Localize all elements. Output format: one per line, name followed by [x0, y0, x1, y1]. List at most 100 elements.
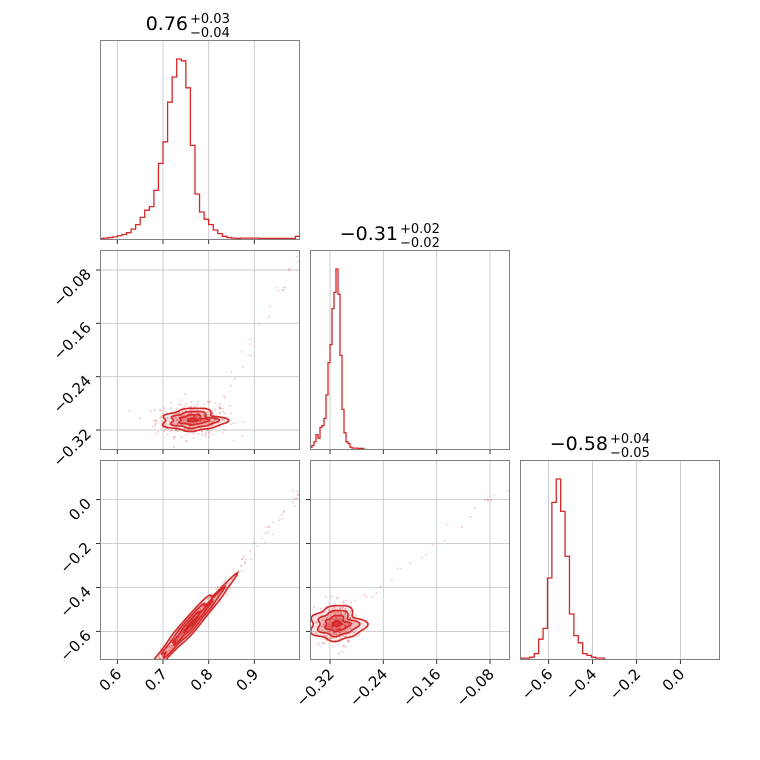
scatter-point — [161, 654, 164, 657]
scatter-point — [484, 499, 486, 502]
scatter-point — [322, 623, 325, 626]
scatter-point — [169, 406, 172, 409]
scatter-point — [342, 634, 345, 637]
scatter-point — [344, 624, 347, 627]
scatter-point — [268, 525, 271, 528]
scatter-point — [371, 595, 374, 598]
scatter-point — [337, 612, 339, 615]
scatter-point — [155, 419, 158, 422]
scatter-point — [342, 601, 345, 604]
x-tick-label: 0.0 — [659, 665, 689, 695]
scatter-point — [200, 419, 203, 421]
scatter-point — [175, 408, 178, 410]
panel-frame — [100, 250, 300, 450]
scatter-point — [337, 627, 339, 630]
scatter-point — [331, 626, 334, 629]
scatter-point — [330, 626, 333, 629]
scatter-point — [344, 618, 347, 621]
scatter-point — [186, 416, 189, 419]
scatter-point — [323, 634, 326, 637]
scatter-point — [173, 436, 175, 438]
scatter-point — [318, 642, 320, 645]
scatter-point — [295, 497, 298, 499]
scatter-point — [190, 412, 193, 414]
scatter-point — [461, 526, 464, 529]
scatter-point — [229, 405, 231, 407]
scatter-point — [165, 649, 167, 652]
scatter-point — [180, 633, 182, 636]
scatter-point — [333, 611, 336, 614]
scatter-point — [171, 646, 174, 648]
scatter-point — [219, 585, 222, 588]
scatter-point — [252, 542, 255, 544]
scatter-point — [224, 412, 226, 415]
scatter-point — [249, 343, 252, 346]
scatter-point — [152, 663, 154, 665]
scatter-point — [193, 415, 195, 417]
scatter-point — [335, 611, 338, 614]
scatter-point — [330, 636, 332, 639]
scatter-point — [396, 567, 399, 570]
scatter-point — [354, 599, 357, 602]
scatter-point — [203, 419, 206, 422]
scatter-point — [175, 416, 177, 418]
scatter-point — [218, 411, 221, 414]
scatter-point — [193, 415, 196, 418]
scatter-point — [202, 412, 205, 415]
scatter-point — [347, 639, 350, 641]
scatter-point — [328, 602, 331, 605]
scatter-point — [180, 415, 183, 417]
scatter-point — [213, 419, 216, 422]
scatter-point — [174, 428, 177, 431]
y-tick-label: 0.0 — [65, 495, 95, 525]
scatter-point — [487, 499, 489, 502]
scatter-point — [222, 419, 225, 422]
scatter-point — [352, 622, 355, 625]
scatter-point — [277, 289, 280, 292]
scatter-point — [282, 286, 285, 289]
scatter-point — [188, 412, 190, 414]
scatter-point — [202, 604, 205, 607]
y-tick-label: −0.08 — [50, 265, 95, 310]
scatter-point — [291, 501, 294, 504]
x-tick-label: 0.6 — [96, 665, 126, 695]
scatter-point — [196, 416, 199, 419]
scatter-point — [335, 634, 338, 636]
scatter-point — [222, 410, 225, 413]
scatter-point — [330, 595, 333, 598]
panel-frame — [100, 460, 300, 660]
scatter-point — [201, 433, 204, 436]
scatter-point — [349, 610, 352, 613]
scatter-point — [339, 617, 341, 620]
scatter-point — [329, 637, 332, 640]
scatter-point — [170, 648, 172, 651]
contour-group — [152, 571, 239, 660]
scatter-point — [182, 632, 185, 635]
param-title-plus: +0.03 — [190, 12, 230, 27]
y-tick-label: −0.2 — [56, 539, 94, 577]
scatter-point — [176, 418, 179, 421]
scatter-point — [334, 618, 337, 621]
scatter-point — [204, 433, 207, 436]
scatter-point — [340, 612, 343, 615]
scatter-point — [344, 612, 346, 615]
scatter-point — [180, 633, 183, 636]
scatter-point — [341, 606, 344, 609]
scatter-point — [257, 323, 260, 326]
scatter-point — [350, 628, 353, 630]
scatter-point — [210, 424, 213, 427]
scatter-point — [321, 629, 324, 632]
panel-1-1 — [329, 250, 491, 450]
scatter-point — [339, 611, 342, 614]
scatter-point — [212, 411, 214, 414]
scatter-point — [338, 632, 341, 635]
scatter-point — [323, 623, 326, 625]
scatter-point — [224, 579, 226, 582]
scatter-point — [230, 384, 232, 387]
scatter-point — [343, 625, 346, 628]
scatter-point — [161, 655, 163, 657]
scatter-point — [233, 377, 236, 380]
scatter-point — [214, 588, 217, 590]
scatter-point — [166, 433, 169, 436]
